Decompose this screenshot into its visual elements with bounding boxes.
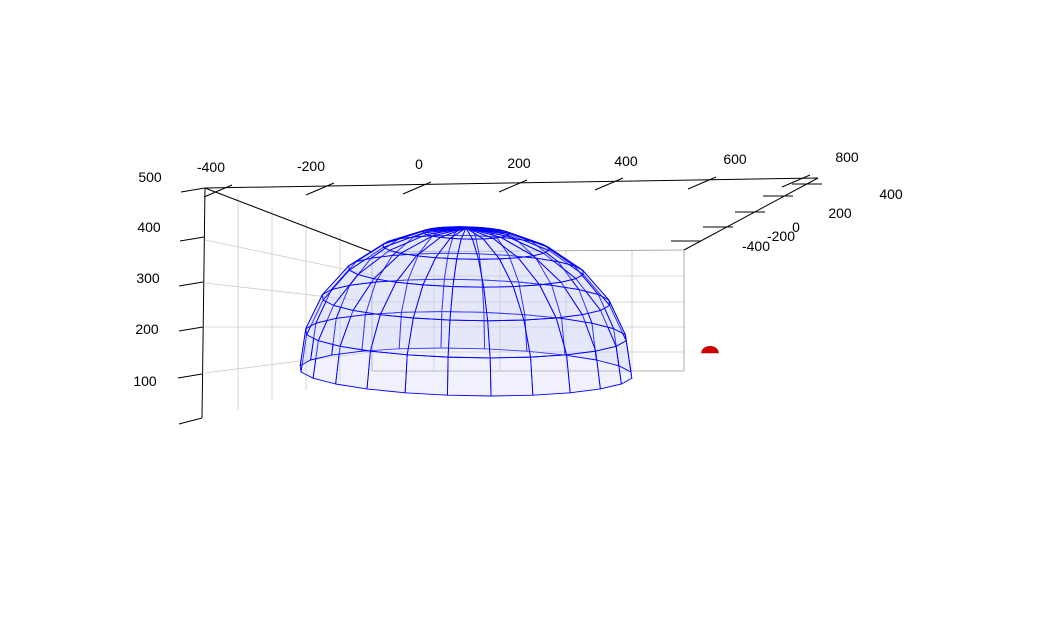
z-tick-label: 200 <box>135 321 159 337</box>
y-tick-label: 0 <box>792 219 800 235</box>
z-tick-label: 400 <box>137 219 161 235</box>
y-tick-label: 400 <box>879 186 903 202</box>
hemisphere-1 <box>299 226 633 397</box>
x-tick-label: 0 <box>415 156 423 172</box>
y-tick-label: -400 <box>742 238 770 254</box>
y-tick-label: 200 <box>828 205 852 221</box>
x-tick-label: 600 <box>723 151 747 167</box>
z-tick-label: 100 <box>133 373 157 389</box>
x-tick-label: -200 <box>297 158 325 174</box>
surface-faces <box>299 226 633 397</box>
z-tick-label: 500 <box>138 169 162 185</box>
z-axis-line <box>201 187 206 419</box>
x-tick-label: 200 <box>507 155 531 171</box>
hemisphere-2 <box>701 346 719 354</box>
x-tick-label: 400 <box>614 153 638 169</box>
small-hemisphere-mark <box>701 346 719 354</box>
x-tick-label: 800 <box>835 149 859 165</box>
z-tick-label: 300 <box>136 270 160 286</box>
axis-lines <box>201 177 819 419</box>
plot-objects <box>299 226 719 397</box>
y-tick-label: -200 <box>767 228 795 244</box>
y-axis-line <box>683 177 819 251</box>
tick-marks <box>177 174 822 425</box>
x-axis-line <box>204 177 819 189</box>
edge-line <box>204 187 373 253</box>
tick-labels: -400 -200 0 200 400 600 800-400-20002004001002… <box>133 149 903 389</box>
x-tick-label: -400 <box>197 159 225 175</box>
